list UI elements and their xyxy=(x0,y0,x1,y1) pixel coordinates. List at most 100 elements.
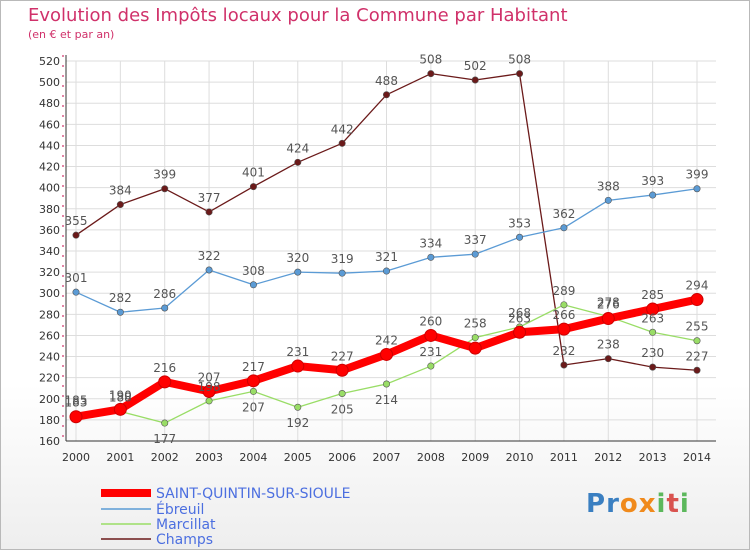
data-label: 238 xyxy=(597,338,620,352)
data-label: 255 xyxy=(686,320,709,334)
x-tick-label: 2005 xyxy=(284,451,312,464)
data-label: 282 xyxy=(109,291,132,305)
y-tick-label: 280 xyxy=(39,308,60,321)
data-point xyxy=(294,268,302,276)
y-tick-label: 520 xyxy=(39,55,60,68)
data-label: 260 xyxy=(419,314,442,328)
x-tick-label: 2004 xyxy=(239,451,267,464)
data-point xyxy=(649,328,657,336)
data-point xyxy=(649,363,657,371)
data-point xyxy=(246,374,260,388)
data-label: 227 xyxy=(686,349,709,363)
proxiti-logo: Proxiti xyxy=(586,489,690,519)
data-point xyxy=(382,91,390,99)
data-point xyxy=(471,76,479,84)
data-point xyxy=(516,70,524,78)
data-point xyxy=(161,419,169,427)
data-label: 216 xyxy=(153,361,176,375)
y-tick-label: 360 xyxy=(39,224,60,237)
data-label: 207 xyxy=(198,370,221,384)
data-label: 388 xyxy=(597,179,620,193)
data-label: 192 xyxy=(286,416,309,430)
y-tick-label: 480 xyxy=(39,97,60,110)
x-tick-label: 2011 xyxy=(550,451,578,464)
data-label: 214 xyxy=(375,393,398,407)
data-label: 258 xyxy=(464,317,487,331)
data-label: 268 xyxy=(508,306,531,320)
y-tick-label: 260 xyxy=(39,329,60,342)
legend-label: Champs xyxy=(156,532,213,548)
data-label: 294 xyxy=(686,279,709,293)
x-tick-label: 2010 xyxy=(506,451,534,464)
chart-title: Evolution des Impôts locaux pour la Comm… xyxy=(28,5,568,26)
legend-label: SAINT-QUINTIN-SUR-SIOULE xyxy=(156,486,351,502)
data-label: 188 xyxy=(109,390,132,404)
data-label: 286 xyxy=(153,287,176,301)
x-tick-label: 2002 xyxy=(151,451,179,464)
data-point xyxy=(427,362,435,370)
data-label: 308 xyxy=(242,264,265,278)
y-tick-label: 340 xyxy=(39,245,60,258)
data-point xyxy=(69,410,83,424)
data-label: 230 xyxy=(641,346,664,360)
data-point xyxy=(382,267,390,275)
data-label: 508 xyxy=(419,53,442,67)
y-tick-label: 160 xyxy=(39,435,60,448)
data-point xyxy=(294,403,302,411)
y-tick-label: 320 xyxy=(39,266,60,279)
y-tick-label: 440 xyxy=(39,139,60,152)
y-tick-label: 200 xyxy=(39,393,60,406)
logo-letter: i xyxy=(679,489,690,519)
x-tick-label: 2008 xyxy=(417,451,445,464)
data-point xyxy=(560,361,568,369)
data-label: 183 xyxy=(65,396,88,410)
data-point xyxy=(294,158,302,166)
data-point xyxy=(601,312,615,326)
data-label: 319 xyxy=(331,252,354,266)
data-point xyxy=(693,185,701,193)
data-point xyxy=(560,301,568,309)
data-label: 399 xyxy=(686,168,709,182)
data-point xyxy=(468,341,482,355)
x-tick-label: 2013 xyxy=(639,451,667,464)
data-label: 190 xyxy=(109,388,132,402)
data-point xyxy=(516,233,524,241)
data-point xyxy=(338,269,346,277)
data-label: 227 xyxy=(331,349,354,363)
logo-letter: t xyxy=(666,489,680,519)
data-label: 242 xyxy=(375,333,398,347)
data-point xyxy=(471,250,479,258)
x-tick-label: 2012 xyxy=(594,451,622,464)
data-point xyxy=(205,397,213,405)
chart-subtitle: (en € et par an) xyxy=(28,28,115,41)
data-label: 232 xyxy=(552,344,575,358)
data-label: 266 xyxy=(552,308,575,322)
data-point xyxy=(338,389,346,397)
logo-letter: o xyxy=(619,489,639,519)
data-point xyxy=(161,185,169,193)
data-label: 384 xyxy=(109,184,132,198)
legend-label: Ébreuil xyxy=(156,501,204,518)
data-point xyxy=(427,70,435,78)
data-point xyxy=(690,293,704,307)
data-label: 355 xyxy=(65,214,88,228)
data-point xyxy=(693,366,701,374)
data-label: 320 xyxy=(286,251,309,265)
logo-letter: x xyxy=(638,489,657,519)
data-point xyxy=(335,363,349,377)
x-tick-label: 2003 xyxy=(195,451,223,464)
data-point xyxy=(649,191,657,199)
data-label: 399 xyxy=(153,168,176,182)
data-point xyxy=(72,231,80,239)
data-label: 393 xyxy=(641,174,664,188)
data-point xyxy=(249,183,257,191)
data-point xyxy=(693,337,701,345)
data-label: 231 xyxy=(419,345,442,359)
data-label: 334 xyxy=(419,236,442,250)
data-point xyxy=(205,208,213,216)
data-point xyxy=(291,359,305,373)
data-label: 177 xyxy=(153,432,176,446)
data-label: 217 xyxy=(242,360,265,374)
y-tick-label: 500 xyxy=(39,76,60,89)
